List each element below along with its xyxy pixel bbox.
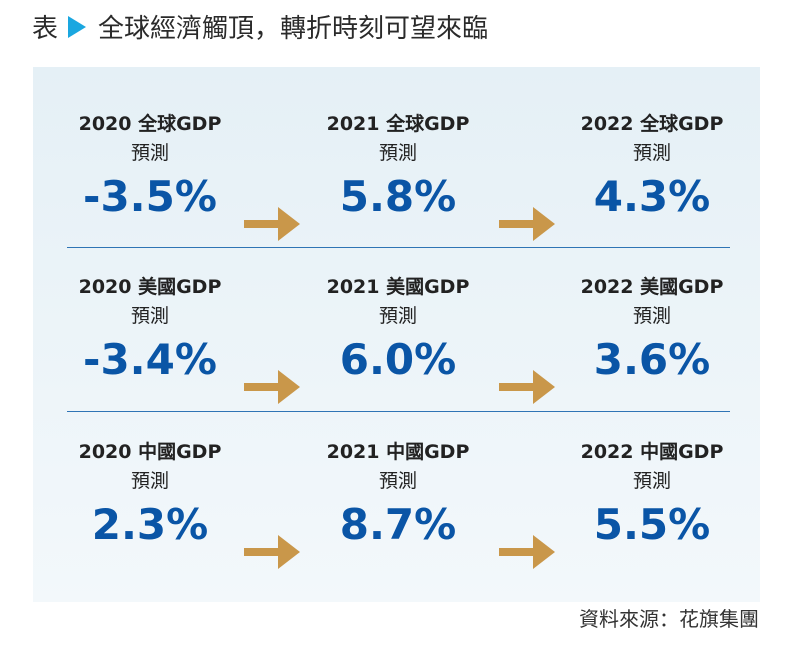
- arrow-right-icon: [499, 535, 555, 569]
- forecast-row: 2020 全球GDP 預測 -3.5% 2021 全球GDP 預測 5.8% 2022 全球…: [33, 109, 760, 259]
- forecast-label: 2021 全球GDP: [326, 113, 470, 135]
- forecast-label: 2021 中國GDP: [326, 441, 470, 463]
- forecast-label: 2022 全球GDP: [580, 113, 724, 135]
- forecast-value: 6.0%: [339, 335, 457, 384]
- forecast-row: 2020 美國GDP 預測 -3.4% 2021 美國GDP 預測 6.0% 2022 美國…: [33, 272, 760, 422]
- source-note: 資料來源：花旗集團: [579, 607, 759, 631]
- forecast-value: 3.6%: [593, 335, 711, 384]
- forecast-cell: 2021 全球GDP 預測 5.8%: [288, 109, 508, 225]
- forecast-label: 2020 美國GDP: [78, 276, 222, 298]
- title-prefix: 表: [32, 14, 59, 44]
- arrow-right-icon: [244, 370, 300, 404]
- forecast-sublabel: 預測: [378, 305, 417, 327]
- forecast-label: 2020 全球GDP: [78, 113, 222, 135]
- forecast-sublabel: 預測: [130, 470, 169, 492]
- forecast-cell: 2020 中國GDP 預測 2.3%: [40, 437, 260, 553]
- forecast-label: 2022 美國GDP: [580, 276, 724, 298]
- forecast-cell: 2022 美國GDP 預測 3.6%: [542, 272, 762, 388]
- forecast-sublabel: 預測: [130, 142, 169, 164]
- forecast-value: -3.5%: [83, 172, 217, 221]
- forecast-sublabel: 預測: [130, 305, 169, 327]
- forecast-value: 2.3%: [91, 500, 209, 549]
- forecast-sublabel: 預測: [632, 305, 671, 327]
- forecast-panel: 2020 全球GDP 預測 -3.5% 2021 全球GDP 預測 5.8% 2022 全球…: [33, 67, 760, 602]
- forecast-sublabel: 預測: [632, 470, 671, 492]
- forecast-cell: 2020 全球GDP 預測 -3.5%: [40, 109, 260, 225]
- forecast-value: 5.8%: [339, 172, 457, 221]
- forecast-cell: 2022 全球GDP 預測 4.3%: [542, 109, 762, 225]
- forecast-value: 4.3%: [593, 172, 711, 221]
- forecast-value: 8.7%: [339, 500, 457, 549]
- title-text: 全球經濟觸頂，轉折時刻可望來臨: [98, 14, 489, 44]
- forecast-cell: 2020 美國GDP 預測 -3.4%: [40, 272, 260, 388]
- forecast-sublabel: 預測: [378, 470, 417, 492]
- forecast-cell: 2021 中國GDP 預測 8.7%: [288, 437, 508, 553]
- arrow-right-icon: [244, 207, 300, 241]
- forecast-value: -3.4%: [83, 335, 217, 384]
- forecast-sublabel: 預測: [632, 142, 671, 164]
- forecast-value: 5.5%: [593, 500, 711, 549]
- row-divider: [67, 247, 730, 248]
- forecast-cell: 2022 中國GDP 預測 5.5%: [542, 437, 762, 553]
- arrow-right-icon: [499, 370, 555, 404]
- arrow-right-icon: [244, 535, 300, 569]
- arrow-right-icon: [499, 207, 555, 241]
- forecast-cell: 2021 美國GDP 預測 6.0%: [288, 272, 508, 388]
- play-triangle-icon: [68, 15, 87, 38]
- forecast-label: 2022 中國GDP: [580, 441, 724, 463]
- page-title: 表 全球經濟觸頂，轉折時刻可望來臨: [32, 8, 488, 45]
- forecast-sublabel: 預測: [378, 142, 417, 164]
- forecast-label: 2020 中國GDP: [78, 441, 222, 463]
- forecast-row: 2020 中國GDP 預測 2.3% 2021 中國GDP 預測 8.7% 2022 中國G…: [33, 437, 760, 587]
- row-divider: [67, 411, 730, 412]
- forecast-label: 2021 美國GDP: [326, 276, 470, 298]
